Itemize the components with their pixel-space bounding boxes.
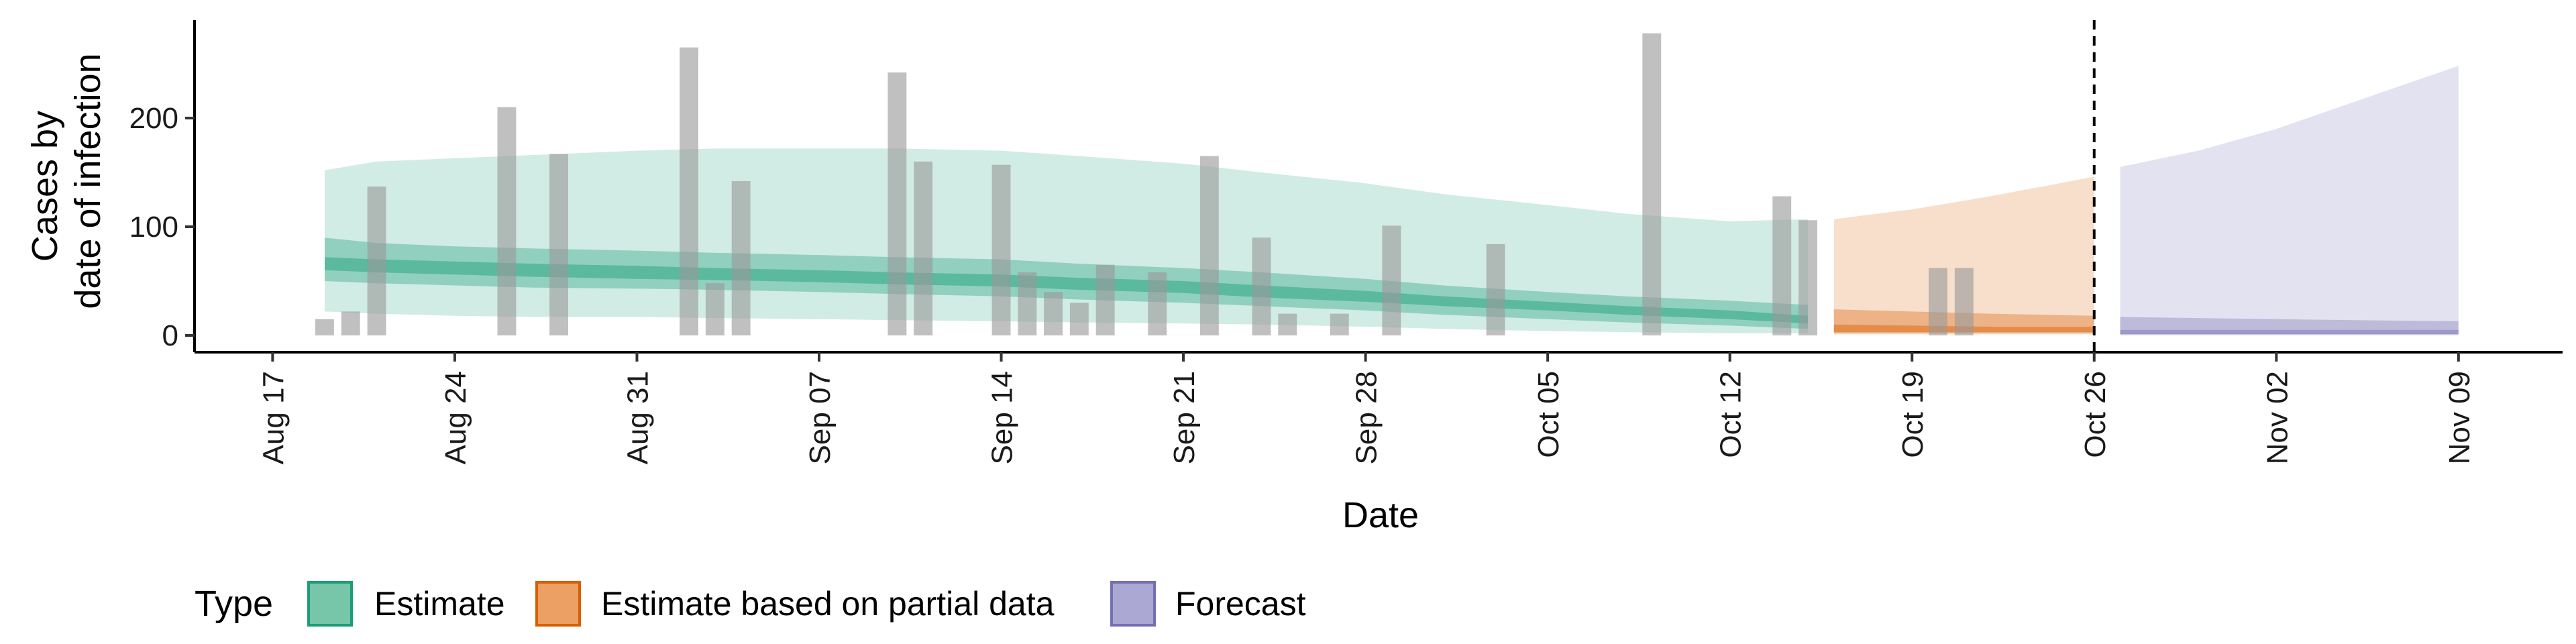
legend: Type Estimate Estimate based on partial …: [195, 581, 1306, 627]
y-tick-label: 100: [129, 211, 178, 244]
bar-2020-10-20: [1929, 268, 1947, 335]
legend-label-partial: Estimate based on partial data: [601, 585, 1055, 623]
legend-title: Type: [195, 584, 273, 624]
y-tick-label: 200: [129, 102, 178, 135]
bar-2020-08-21: [367, 186, 386, 335]
x-tick-label: Oct 12: [1715, 371, 1748, 458]
bar-2020-09-17: [1069, 303, 1089, 335]
x-tick-label: Aug 24: [439, 371, 472, 464]
legend-swatch-partial: [535, 581, 581, 627]
bar-2020-08-19: [315, 319, 334, 335]
x-ticks: Aug 17 Aug 24 Aug 31 Sep 07 Sep 14 Sep 21 Sep …: [257, 352, 2476, 464]
x-tick-label: Sep 21: [1168, 371, 1201, 464]
bar-2020-10-21: [1954, 268, 1974, 335]
bar-2020-08-26: [497, 107, 517, 336]
legend-swatch-forecast: [1110, 581, 1156, 627]
x-tick-label: Nov 09: [2443, 371, 2476, 464]
legend-item-estimate: Estimate: [307, 581, 505, 627]
bar-2020-09-14: [991, 164, 1011, 335]
bar-2020-09-18: [1095, 264, 1115, 335]
y-tick-label: 0: [162, 319, 178, 352]
bar-2020-08-20: [341, 311, 360, 335]
bar-2020-09-03: [705, 283, 724, 335]
bar-2020-10-15: [1799, 220, 1817, 335]
bar-2020-09-04: [731, 181, 751, 335]
legend-swatch-estimate: [307, 581, 353, 627]
legend-item-partial: Estimate based on partial data: [535, 581, 1055, 627]
x-tick-label: Sep 14: [986, 371, 1019, 464]
y-axis-title-line-2: date of infection: [68, 53, 108, 309]
bar-2020-09-29: [1382, 225, 1401, 335]
legend-item-forecast: Forecast: [1110, 581, 1306, 627]
bars: [315, 33, 1974, 336]
y-ticks: 0 100 200: [129, 102, 195, 352]
x-tick-label: Oct 26: [2079, 371, 2112, 458]
ribbon-forecast-inner: [2120, 317, 2459, 335]
y-axis-title: Cases by date of infection: [25, 53, 108, 309]
bar-2020-10-03: [1486, 244, 1505, 335]
bar-2020-09-24: [1252, 237, 1271, 335]
legend-label-forecast: Forecast: [1175, 585, 1306, 623]
bar-2020-09-02: [680, 47, 698, 335]
y-axis-title-line-1: Cases by: [25, 111, 65, 262]
legend-label-estimate: Estimate: [374, 585, 505, 623]
x-tick-label: Oct 19: [1896, 371, 1929, 458]
bar-2020-09-22: [1199, 156, 1219, 335]
bar-2020-09-25: [1278, 313, 1297, 335]
bar-2020-09-15: [1018, 272, 1037, 335]
bar-2020-10-09: [1642, 33, 1662, 335]
bar-2020-09-20: [1148, 272, 1167, 335]
ribbon-estimate-based-on-partial-data-outer: [1833, 176, 2094, 335]
bar-2020-09-11: [914, 161, 933, 336]
x-axis-title: Date: [1342, 495, 1419, 535]
x-tick-label: Nov 02: [2261, 371, 2294, 464]
bar-2020-10-14: [1772, 196, 1792, 335]
bar-2020-09-16: [1044, 292, 1063, 335]
x-tick-label: Oct 05: [1532, 371, 1565, 458]
bar-2020-08-28: [549, 154, 568, 335]
axes: [193, 20, 2563, 354]
ribbon-forecast-core: [2120, 329, 2459, 335]
x-tick-label: Sep 07: [804, 371, 837, 464]
x-tick-label: Aug 17: [257, 371, 290, 464]
bar-2020-09-27: [1330, 313, 1349, 335]
x-tick-label: Sep 28: [1350, 371, 1383, 464]
bar-2020-09-10: [888, 72, 907, 335]
ribbon-forecast-outer: [2120, 66, 2459, 335]
x-tick-label: Aug 31: [621, 371, 654, 464]
